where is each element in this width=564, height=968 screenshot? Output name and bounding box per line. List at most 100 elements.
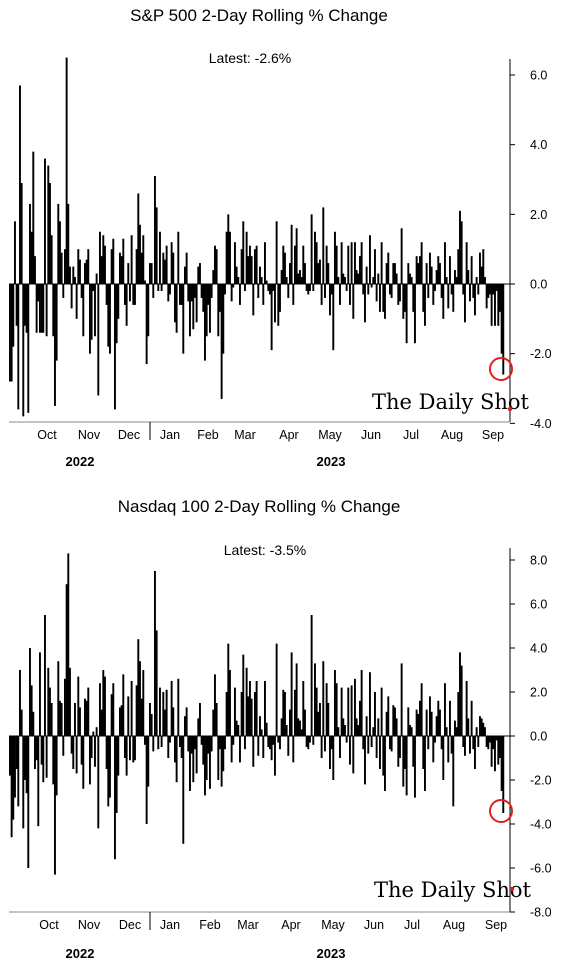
chart1-bar — [54, 284, 56, 406]
chart2-latest-marker — [489, 799, 513, 823]
chart2-ytick-label: 8.0 — [530, 554, 547, 568]
chart2-bar — [210, 736, 213, 752]
chart2-bar — [162, 692, 165, 736]
chart1-bar — [59, 221, 61, 284]
chart2-bar — [47, 667, 50, 736]
chart2-bar — [490, 736, 493, 767]
chart2-ytick-label: 0.0 — [530, 730, 547, 744]
chart2-bar — [387, 696, 390, 736]
chart2-bar — [109, 736, 111, 798]
chart1-title: S&P 500 2-Day Rolling % Change — [130, 6, 388, 25]
chart2-bar — [349, 736, 351, 765]
chart2-ytick-label: 2.0 — [530, 686, 547, 700]
chart2-xtick-label: Nov — [78, 918, 101, 932]
chart2-bar — [227, 643, 230, 736]
chart1-bar — [434, 284, 436, 291]
chart2-bar — [92, 731, 95, 736]
chart2-bar — [287, 736, 290, 756]
chart1-bar — [192, 284, 195, 330]
chart1-bar — [300, 277, 303, 284]
chart1-bar — [117, 284, 120, 319]
chart1-bar — [79, 259, 81, 284]
chart1-bar — [129, 284, 131, 302]
chart2-bar — [257, 736, 260, 756]
chart2-bar — [69, 667, 71, 736]
chart2-bar — [139, 661, 141, 736]
chart1-bar — [367, 284, 370, 295]
chart2-bar — [469, 736, 471, 754]
chart1-bar — [177, 231, 180, 284]
chart2-ytick-label: -6.0 — [530, 862, 552, 876]
chart1-bar — [360, 242, 363, 284]
chart1-bar — [184, 266, 186, 284]
chart1-bar — [325, 245, 328, 284]
chart2-bar — [487, 736, 490, 750]
chart2-xtick-label: Oct — [39, 918, 59, 932]
chart1-bar — [27, 284, 30, 413]
chart2-bar — [299, 720, 301, 736]
chart1-bar — [105, 284, 108, 305]
chart1-bar — [472, 284, 475, 298]
chart1-bar — [130, 235, 133, 284]
chart1-bar — [305, 284, 308, 291]
chart2-bar — [372, 727, 375, 736]
chart2-bar — [167, 736, 170, 758]
chart2-bar — [460, 665, 463, 736]
chart2-bar — [207, 736, 210, 754]
chart2-bar — [290, 652, 293, 736]
chart1-bar — [420, 242, 423, 284]
chart1-bar — [295, 228, 298, 284]
chart2-bar — [294, 689, 296, 736]
chart1-bar — [387, 252, 390, 284]
chart2-bar — [279, 736, 281, 750]
chart2-bar — [180, 736, 183, 758]
chart2-bar — [220, 736, 223, 787]
chart1-bar — [495, 284, 498, 291]
chart1-bar — [344, 277, 346, 284]
chart1-bar — [452, 284, 455, 312]
chart2-bar — [339, 736, 341, 758]
chart1-bar — [174, 284, 176, 323]
chart1-bar — [497, 284, 500, 326]
chart2-ytick-label: -8.0 — [530, 906, 552, 920]
chart1-bar — [70, 284, 73, 309]
chart1-bar — [269, 284, 271, 295]
chart1-bar — [44, 158, 46, 284]
chart1-bar — [94, 284, 96, 337]
chart1-bar — [467, 270, 470, 284]
chart2-bar — [170, 681, 173, 736]
chart2-bar — [159, 687, 161, 736]
chart1-bar — [425, 263, 428, 284]
chart1-year-2023: 2023 — [317, 454, 346, 469]
chart1-bar — [357, 273, 360, 284]
chart1-bar — [447, 284, 450, 309]
chart2-xtick-label: Mar — [237, 918, 259, 932]
chart1-bar — [302, 245, 305, 284]
chart2-bar — [315, 687, 318, 736]
chart1-bar — [97, 284, 100, 396]
chart1-bar — [230, 284, 233, 302]
chart2-ytick-label: 4.0 — [530, 642, 547, 656]
chart1-bar — [462, 284, 465, 295]
chart1-bar — [272, 284, 275, 291]
chart1-bar — [147, 284, 150, 337]
chart1-bar — [290, 224, 293, 284]
chart1-latest-marker — [489, 357, 513, 381]
chart1-bar — [264, 242, 266, 284]
chart2-bar — [485, 736, 488, 747]
chart2-bar — [325, 683, 328, 736]
chart2-bar — [217, 736, 220, 780]
chart1-bar — [372, 277, 375, 284]
chart2-bar — [329, 736, 331, 769]
chart2-bar — [282, 689, 285, 736]
chart2-bar — [467, 718, 470, 736]
chart2-bar — [442, 736, 445, 780]
chart1-bar — [377, 273, 380, 284]
chart1-bar — [494, 284, 496, 326]
chart2-bar — [499, 736, 501, 758]
chart1-bar — [234, 242, 236, 284]
chart2-title: Nasdaq 100 2-Day Rolling % Change — [118, 497, 401, 516]
chart2-bar — [239, 736, 241, 763]
chart2-year-2023: 2023 — [317, 946, 346, 961]
